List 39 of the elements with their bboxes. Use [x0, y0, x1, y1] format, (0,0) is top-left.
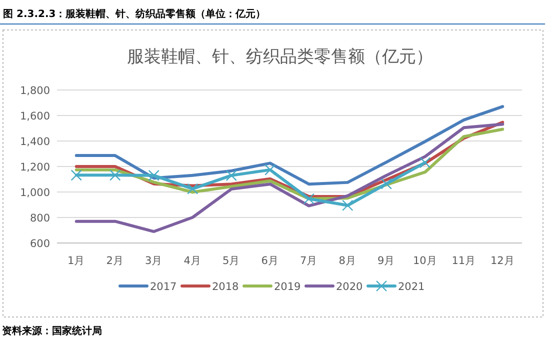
x-tick-label: 5月 [222, 255, 240, 267]
y-tick-label: 800 [30, 212, 50, 224]
point [148, 170, 160, 182]
x-tick-label: 12月 [490, 255, 515, 267]
point [303, 193, 314, 204]
y-tick-label: 1,400 [20, 136, 50, 148]
x-tick-label: 10月 [412, 255, 438, 267]
point [420, 156, 431, 168]
point [226, 170, 237, 182]
x-tick-label: 2月 [106, 255, 124, 267]
legend-label: 2020 [336, 281, 363, 293]
legend-label: 2018 [212, 281, 239, 293]
y-tick-label: 1,200 [20, 162, 50, 174]
point [187, 183, 198, 194]
point [70, 170, 82, 181]
line-series [74, 105, 504, 186]
y-tick-label: 600 [30, 238, 50, 250]
x-tick-label: 6月 [261, 255, 279, 267]
x-tick-label: 4月 [184, 255, 202, 267]
caption: 图 2.3.2.3：服装鞋帽、针、纺织品零售额（单位：亿元） [3, 8, 266, 20]
point [264, 164, 276, 176]
x-tick-label: 11月 [452, 255, 476, 267]
x-tick-label: 9月 [378, 255, 396, 267]
y-tick-label: 1,600 [20, 110, 50, 122]
y-tick-label: 1,800 [20, 85, 50, 97]
point [110, 170, 121, 181]
x-tick-label: 1月 [68, 255, 86, 267]
line-series [74, 122, 504, 234]
x-tick-label: 7月 [300, 255, 318, 267]
y-tick-label: 1,000 [20, 187, 50, 199]
x-tick-label: 3月 [145, 255, 163, 267]
x-tick-label: 8月 [338, 255, 356, 267]
text: 资料来源：国家统计局 [2, 325, 102, 337]
chart-title: 服装鞋帽、针、纺织品类零售额（亿元） [127, 47, 433, 67]
point [342, 200, 354, 211]
legend-label: 2017 [150, 281, 177, 293]
legend-label: 2019 [274, 281, 301, 293]
point [380, 178, 392, 190]
legend-label: 2021 [398, 281, 425, 293]
